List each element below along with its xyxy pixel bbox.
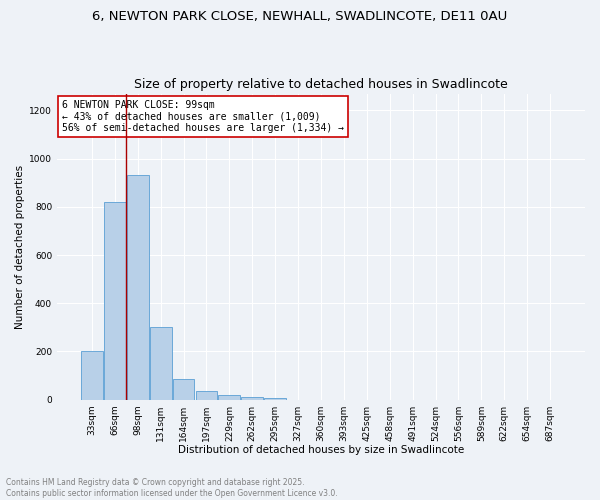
Title: Size of property relative to detached houses in Swadlincote: Size of property relative to detached ho… [134, 78, 508, 91]
Bar [196, 391, 217, 400]
Bar [218, 395, 240, 400]
Text: Contains HM Land Registry data © Crown copyright and database right 2025.
Contai: Contains HM Land Registry data © Crown c… [6, 478, 338, 498]
X-axis label: Distribution of detached houses by size in Swadlincote: Distribution of detached houses by size … [178, 445, 464, 455]
Text: 6, NEWTON PARK CLOSE, NEWHALL, SWADLINCOTE, DE11 0AU: 6, NEWTON PARK CLOSE, NEWHALL, SWADLINCO… [92, 10, 508, 23]
Bar [127, 176, 149, 400]
Y-axis label: Number of detached properties: Number of detached properties [15, 164, 25, 328]
Bar [104, 202, 126, 400]
Bar [81, 352, 103, 400]
Bar [150, 328, 172, 400]
Text: 6 NEWTON PARK CLOSE: 99sqm
← 43% of detached houses are smaller (1,009)
56% of s: 6 NEWTON PARK CLOSE: 99sqm ← 43% of deta… [62, 100, 344, 133]
Bar [265, 398, 286, 400]
Bar [241, 397, 263, 400]
Bar [173, 379, 194, 400]
